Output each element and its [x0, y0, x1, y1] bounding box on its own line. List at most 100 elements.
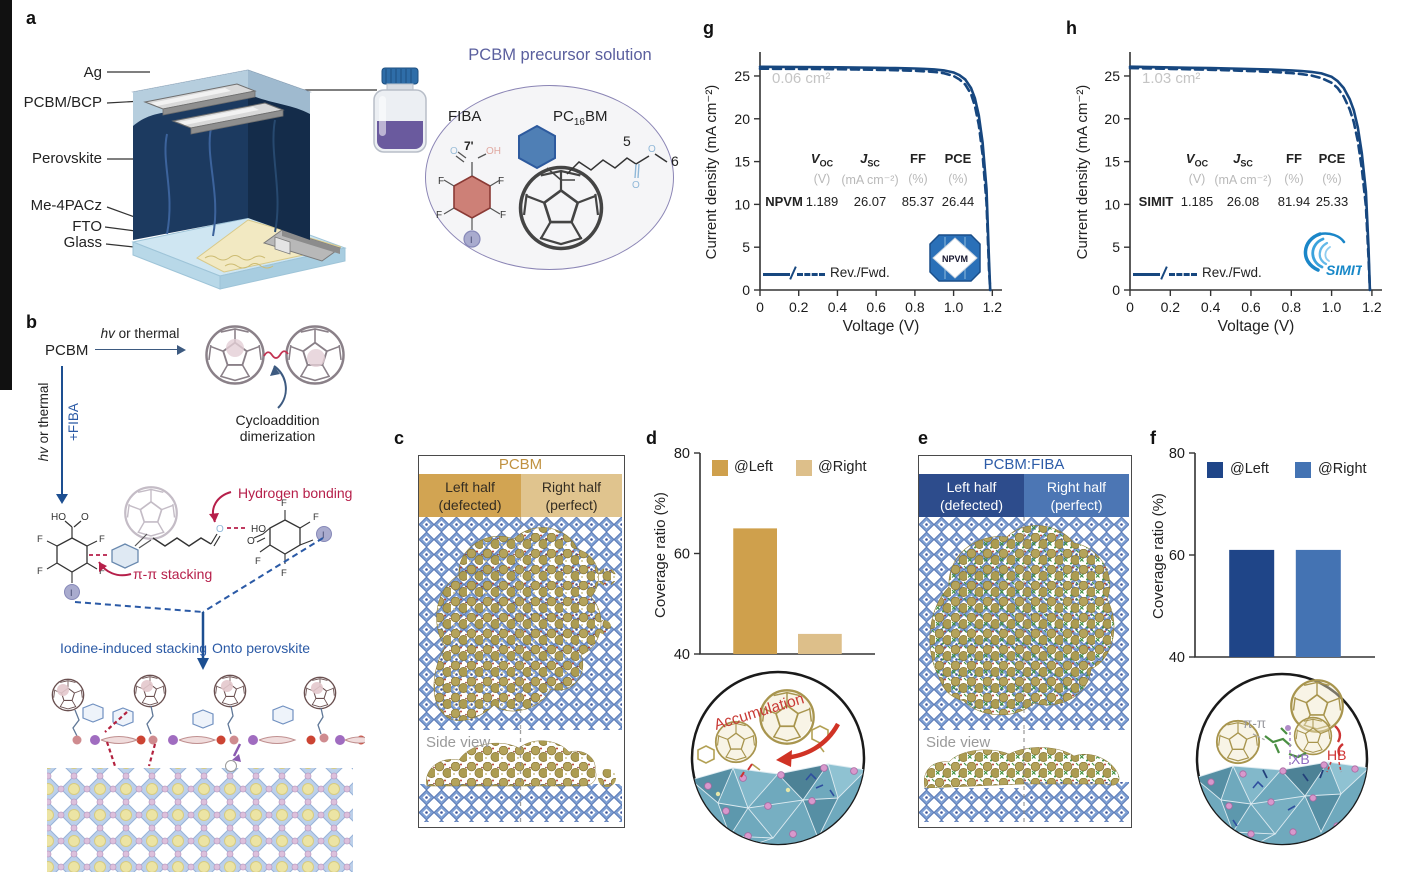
g-pce-header: PCE [944, 151, 972, 166]
jv-curve-Rev. [758, 65, 992, 292]
y-tick-label: 5 [1112, 239, 1120, 255]
panel-e-side-view [919, 730, 1129, 825]
panel-g-area-label: 0.06 cm² [772, 70, 831, 87]
panel-label-c: c [394, 428, 405, 448]
top-arrow-head [177, 345, 186, 355]
panel-d-legend-left: @Left [734, 459, 773, 475]
panel-c-right-line1: Right half [541, 479, 602, 495]
complex-i-left: I [70, 588, 73, 598]
bar-@Left [1229, 549, 1275, 657]
panel-c-right-line2: (perfect) [545, 497, 598, 514]
pc16bm-pre: PC [553, 108, 574, 125]
fiba-i-label: I [470, 235, 473, 245]
x-tick-label: 0.8 [905, 299, 925, 315]
h-ff-value: 81.94 [1277, 194, 1311, 209]
complex-f2: F [99, 534, 105, 545]
complex-i-right: I [322, 530, 325, 540]
panel-h-ylabel: Current density (mA cm⁻²) [1074, 84, 1091, 260]
h-legend-dashed [1169, 273, 1197, 276]
fiba-f4: F [500, 210, 506, 221]
fiba-position-label: 7' [464, 139, 474, 153]
vertical-reaction-arrow [61, 366, 63, 494]
panel-c-left-header: Left half (defected) [419, 474, 521, 517]
onto-perovskite-label: Onto perovskite [212, 640, 311, 656]
layer-leader-lines [105, 71, 377, 249]
g-pce-unit: (%) [948, 172, 968, 186]
y-tick-label: 80 [1169, 446, 1185, 462]
panel-label-f: f [1150, 428, 1156, 448]
g-device: NPVM [765, 194, 803, 209]
simit-logo-text: SIMIT [1326, 262, 1362, 278]
axes [1194, 453, 1375, 658]
iodine-stacking-label: Iodine-induced stacking [60, 640, 208, 656]
complex-f1: F [37, 534, 43, 545]
y-tick-label: 20 [1104, 111, 1120, 127]
complex-ho-right: HO [251, 524, 266, 535]
jv-curve-Rev. [1128, 65, 1372, 292]
pi-pi-label: π-π [1243, 716, 1266, 731]
y-tick-label: 60 [1169, 548, 1185, 564]
pcbm-reactant-label: PCBM [45, 342, 89, 359]
complex-illustration: HO O F F F F I O HO O F F F F I [37, 486, 332, 600]
device-stack-illustration [131, 69, 347, 290]
panel-c-top-view [419, 517, 622, 730]
g-voc-sub: OC [819, 158, 834, 169]
hv-italic-2: hv [36, 447, 51, 462]
panel-c-title: PCBM [498, 456, 543, 473]
dimer-illustration [205, 325, 345, 385]
x-tick-label: 1.2 [983, 299, 1003, 315]
left-route-label: hv or thermal [36, 364, 51, 480]
panel-e-right-line2: (perfect) [1050, 497, 1103, 514]
fiba-oh-label: OH [486, 146, 501, 157]
y-tick-label: 10 [734, 196, 750, 212]
g-pce-value: 26.44 [941, 194, 975, 209]
x-tick-label: 0 [1126, 299, 1134, 315]
fiba-f1: F [438, 176, 444, 187]
panel-g-xlabel: Voltage (V) [842, 318, 920, 335]
x-tick-label: 0.6 [866, 299, 886, 315]
panel-label-g: g [703, 18, 714, 38]
complex-f7: F [255, 556, 261, 567]
panel-label-b: b [26, 312, 37, 332]
panel-c-right-header: Right half (perfect) [521, 474, 622, 517]
g-jsc-sym: J [860, 151, 868, 166]
y-tick-label: 15 [734, 154, 750, 170]
y-tick-label: 0 [1112, 282, 1120, 298]
pc16bm-molecule: O O 5 6 [518, 124, 679, 251]
cycloaddition-label: Cycloaddition dimerization [235, 412, 320, 444]
x-tick-label: 0.2 [789, 299, 809, 315]
cycloaddition-arrow [270, 365, 287, 409]
h-ff-unit: (%) [1284, 172, 1304, 186]
h-device: SIMIT [1138, 194, 1174, 209]
jv-plot-h: 0 5 10 15 20 25 0 0.2 0.4 0.6 0.8 1.0 1.2 [1104, 52, 1382, 315]
layer-label-pcbm-bcp: PCBM/BCP [23, 94, 102, 111]
complex-f3: F [37, 566, 43, 577]
complex-o-right: O [247, 536, 255, 547]
layer-label-ag: Ag [83, 64, 102, 81]
g-ff-unit: (%) [908, 172, 928, 186]
bar-@Right [798, 633, 842, 654]
panel-label-e: e [918, 428, 929, 448]
top-arrow-label: hv or thermal [96, 326, 184, 341]
g-voc-sym: V [810, 151, 820, 166]
g-jsc-sub: SC [867, 158, 880, 169]
fiba-f3: F [436, 210, 442, 221]
panel-e-left-line1: Left half [946, 479, 997, 495]
h-voc-value: 1.185 [1180, 194, 1214, 209]
h-voc-header: VOC [1167, 151, 1227, 169]
g-ff-value: 85.37 [901, 194, 935, 209]
panel-g-ylabel: Current density (mA cm⁻²) [703, 84, 720, 260]
hydrogen-bonding-label: Hydrogen bonding [238, 485, 353, 501]
g-voc-header: VOC [792, 151, 852, 169]
h-voc-unit: (V) [1188, 172, 1206, 186]
layer-label-glass: Glass [63, 234, 102, 251]
layer-label-perovskite: Perovskite [31, 150, 102, 167]
y-tick-label: 20 [734, 111, 750, 127]
converge-arrows [74, 537, 324, 670]
panel-e-side-view-label: Side view [926, 734, 991, 751]
h-legend-solid [1133, 273, 1160, 276]
panel-e-top-view [919, 517, 1129, 730]
panel-c-left-line2: (defected) [438, 497, 502, 514]
complex-ho-left: HO [51, 512, 66, 523]
